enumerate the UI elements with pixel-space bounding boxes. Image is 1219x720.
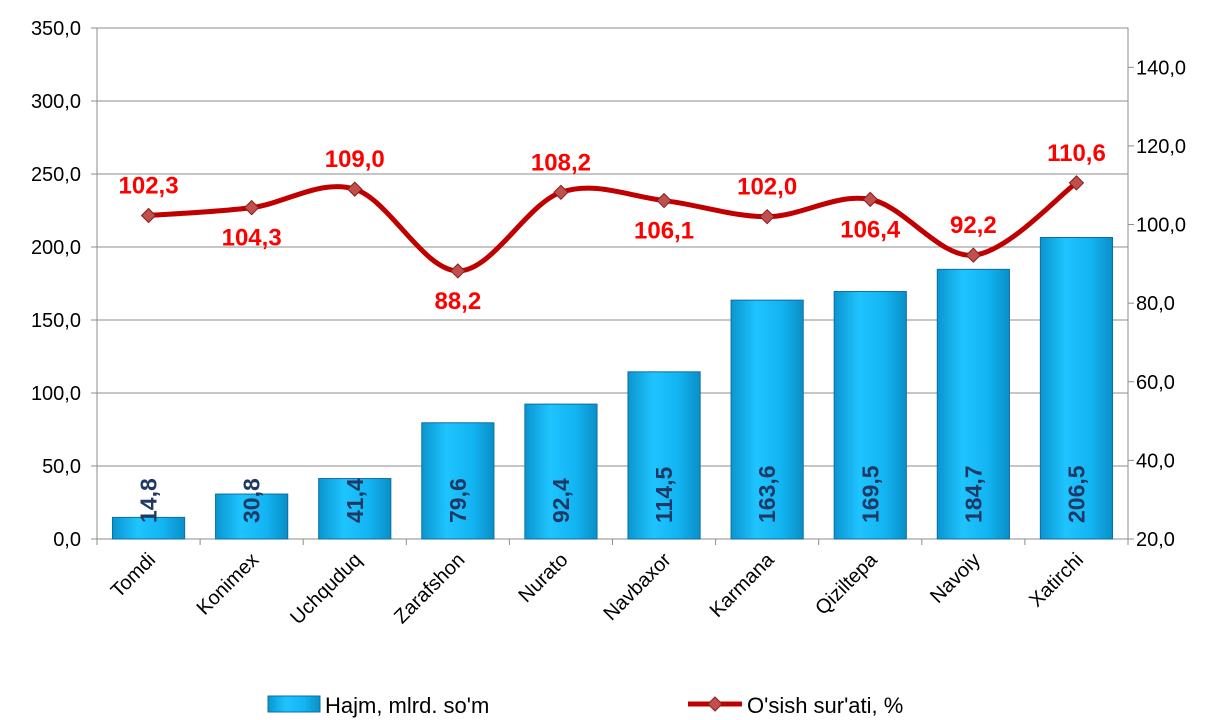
x-category-label: Xatirchi (1025, 549, 1088, 612)
x-category-label: Nurato (514, 549, 572, 607)
line-value-label: 106,1 (634, 218, 694, 245)
y-right-tick-label: 100,0 (1136, 215, 1186, 237)
bar (215, 493, 289, 540)
y-right-tick-label: 40,0 (1136, 450, 1175, 472)
y-right-tick-label: 60,0 (1136, 372, 1175, 394)
y-left-tick-label: 50,0 (42, 456, 81, 478)
line-value-label: 102,0 (737, 174, 797, 201)
line-marker (759, 208, 775, 225)
y-left-tick-label: 250,0 (31, 164, 81, 186)
line-marker (862, 191, 878, 208)
y-right-tick-label: 20,0 (1136, 529, 1175, 551)
bar-value-label: 14,8 (136, 478, 162, 523)
y-left-tick-label: 200,0 (31, 237, 81, 259)
line-marker (450, 263, 466, 279)
bar-value-label: 114,5 (651, 467, 677, 523)
bar (524, 403, 598, 540)
x-category-label: Tomdi (107, 549, 160, 602)
bar (627, 371, 701, 540)
bar (421, 422, 495, 540)
line-value-label: 104,3 (222, 225, 282, 252)
line-value-label: 109,0 (325, 146, 385, 173)
line-marker (243, 199, 260, 216)
y-left-tick-label: 100,0 (31, 383, 81, 405)
growth-line (148, 180, 1078, 274)
line-value-label: 92,2 (950, 212, 997, 239)
y-left-tick-label: 350,0 (31, 18, 81, 40)
line-value-label: 110,6 (1047, 140, 1106, 167)
y-left-tick-label: 150,0 (31, 310, 81, 332)
x-category-label: Navbaxor (599, 549, 675, 625)
y-right-tick-label: 140,0 (1136, 57, 1186, 79)
bar (833, 291, 907, 540)
x-category-label: Karmana (706, 548, 780, 622)
bar-value-label: 184,7 (960, 465, 986, 523)
bar (730, 299, 804, 540)
line-value-label: 106,4 (840, 216, 901, 243)
line-series (140, 175, 1085, 279)
x-category-label: Uchquduq (286, 549, 366, 629)
bar-value-label: 79,6 (445, 478, 471, 523)
line-marker (140, 207, 157, 224)
legend-bar-swatch (267, 695, 321, 713)
y-right-tick-label: 120,0 (1136, 136, 1186, 158)
bar (111, 516, 186, 540)
line-value-label: 108,2 (531, 149, 591, 176)
line-value-label: 102,3 (119, 172, 179, 199)
line-marker (347, 181, 363, 197)
x-category-label: Zarafshon (390, 549, 469, 628)
legend-line-label: O'sish sur'ati, % (747, 693, 903, 718)
bar-value-label: 30,8 (239, 478, 265, 523)
x-category-label: Konimex (193, 549, 264, 620)
line-value-label: 88,2 (434, 288, 481, 315)
legend: Hajm, mlrd. so'm O'sish sur'ati, % (267, 693, 903, 718)
y-left-tick-label: 0,0 (53, 529, 81, 551)
x-category-label: Navoiy (926, 549, 985, 608)
y-right-tick-label: 80,0 (1136, 293, 1175, 315)
bar-value-label: 41,4 (342, 478, 368, 523)
bar-value-label: 206,5 (1063, 465, 1089, 523)
bar (1039, 237, 1114, 540)
bar-value-label: 163,6 (754, 465, 780, 523)
line-marker (965, 247, 982, 263)
legend-bar-label: Hajm, mlrd. so'm (325, 693, 489, 718)
legend-line-marker (707, 696, 723, 712)
line-marker (553, 184, 569, 201)
data-labels: 14,8 30,8 41,4 79,6 92,4 114,5 163,6 169,5 184,7… (119, 140, 1106, 523)
bar-value-label: 169,5 (857, 465, 883, 523)
bar-series (111, 237, 1114, 540)
axes: 0,0 50,0 100,0 150,0 200,0 250,0 300,0 350,0 20,… (31, 18, 1186, 629)
bar-value-label: 92,4 (548, 478, 574, 523)
y-left-tick-label: 300,0 (31, 91, 81, 113)
line-marker (1068, 175, 1085, 191)
bar (936, 268, 1010, 540)
line-marker (656, 192, 672, 209)
x-category-label: Qiziltepa (811, 548, 882, 619)
bar (318, 478, 392, 540)
